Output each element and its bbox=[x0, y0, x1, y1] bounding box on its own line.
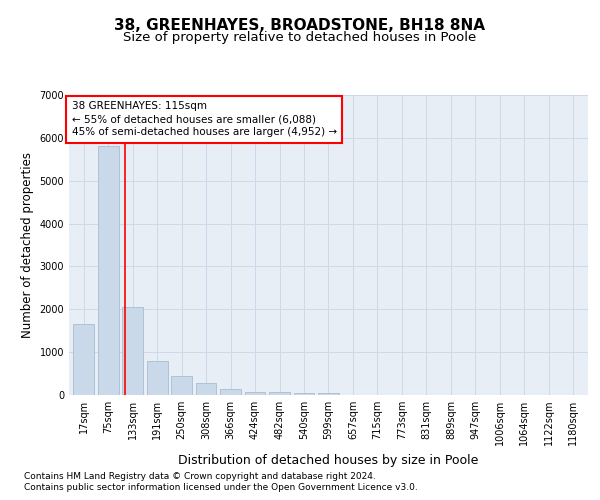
Text: 38 GREENHAYES: 115sqm
← 55% of detached houses are smaller (6,088)
45% of semi-d: 38 GREENHAYES: 115sqm ← 55% of detached … bbox=[71, 101, 337, 138]
Bar bbox=[220, 389, 241, 395]
Bar bbox=[73, 324, 94, 395]
Bar bbox=[147, 360, 167, 395]
Bar bbox=[318, 394, 339, 395]
Bar bbox=[98, 146, 119, 395]
Bar bbox=[269, 392, 290, 395]
Bar bbox=[293, 393, 314, 395]
Text: 38, GREENHAYES, BROADSTONE, BH18 8NA: 38, GREENHAYES, BROADSTONE, BH18 8NA bbox=[115, 18, 485, 32]
Y-axis label: Number of detached properties: Number of detached properties bbox=[21, 152, 34, 338]
X-axis label: Distribution of detached houses by size in Poole: Distribution of detached houses by size … bbox=[178, 454, 479, 466]
Bar bbox=[245, 392, 265, 395]
Text: Size of property relative to detached houses in Poole: Size of property relative to detached ho… bbox=[124, 32, 476, 44]
Text: Contains public sector information licensed under the Open Government Licence v3: Contains public sector information licen… bbox=[24, 483, 418, 492]
Text: Contains HM Land Registry data © Crown copyright and database right 2024.: Contains HM Land Registry data © Crown c… bbox=[24, 472, 376, 481]
Bar bbox=[196, 382, 217, 395]
Bar bbox=[122, 307, 143, 395]
Bar bbox=[171, 376, 192, 395]
